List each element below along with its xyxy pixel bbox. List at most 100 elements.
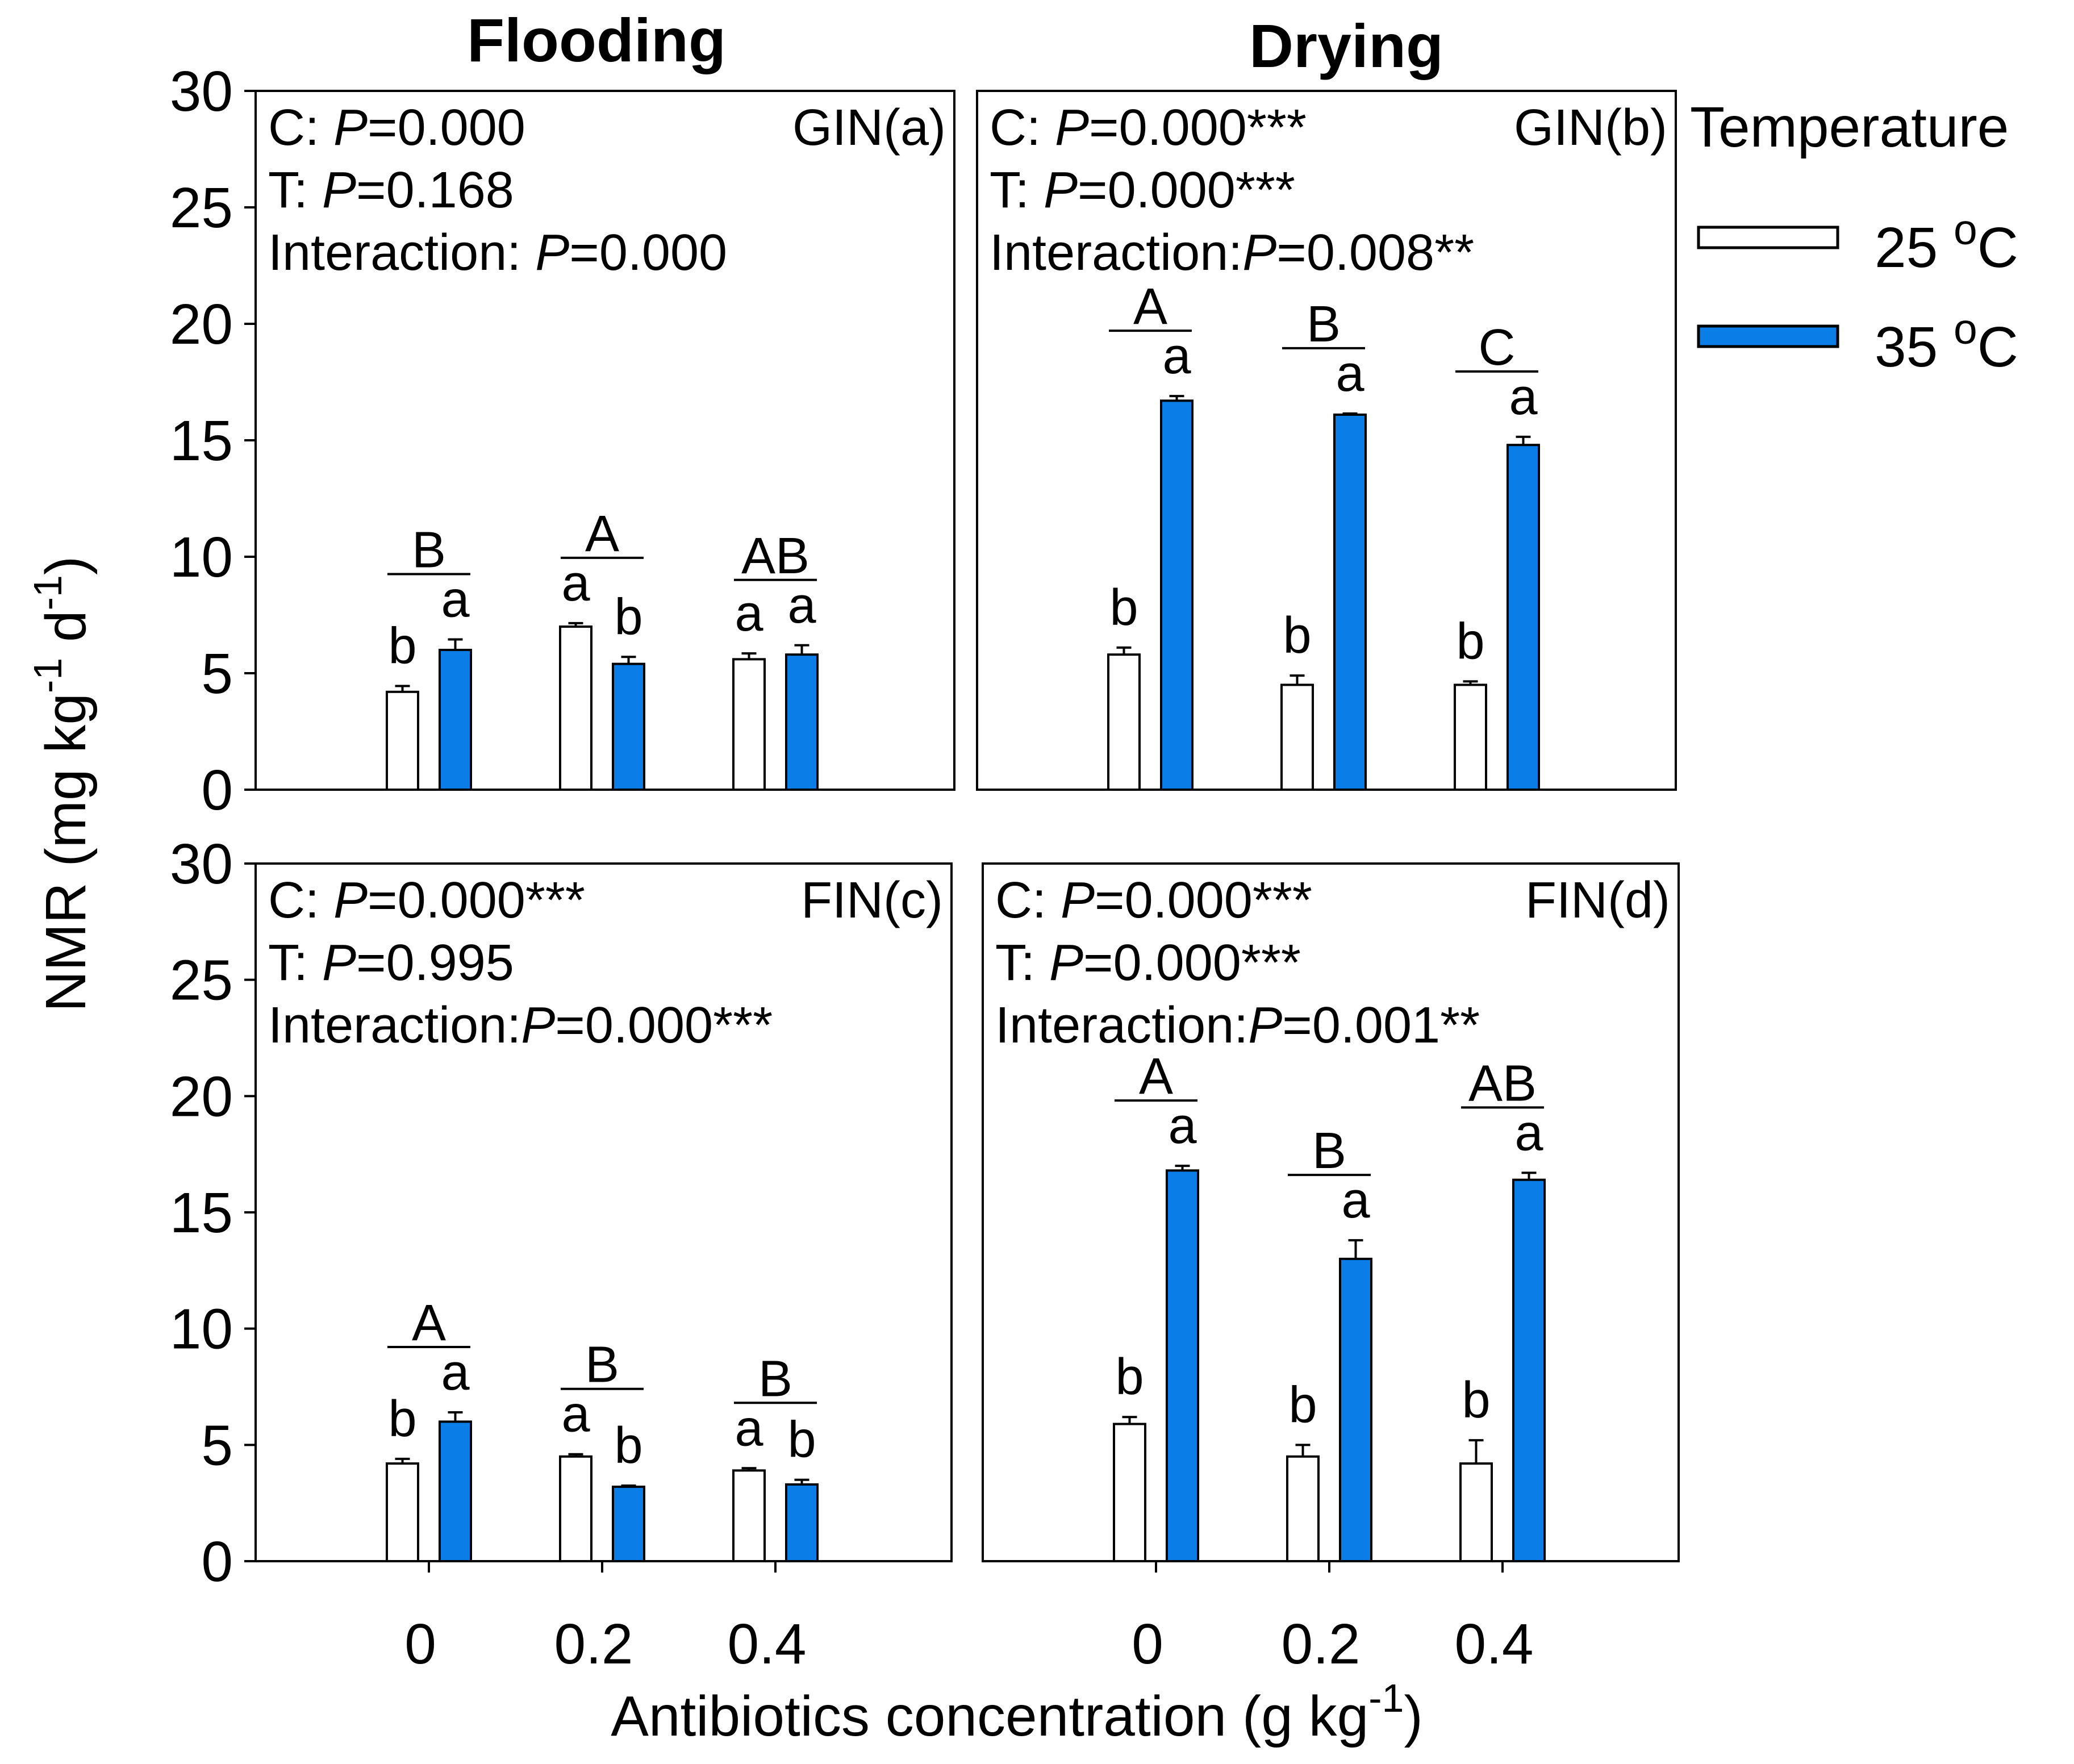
y-tick-label: 15 <box>170 409 233 473</box>
stat-line: T: P=0.995 <box>268 935 514 991</box>
letter-35: a <box>1341 1172 1370 1229</box>
stat-value: =0.001** <box>1282 997 1480 1054</box>
letter-35: b <box>787 1412 816 1469</box>
legend-swatch-35 <box>1697 324 1839 348</box>
group-letter: AB <box>741 528 809 585</box>
letter-25: a <box>735 585 763 642</box>
x-tick-label: 0.4 <box>727 1612 806 1676</box>
legend: Temperature 25 oC 35 oC <box>1690 95 2018 379</box>
letter-35: a <box>1336 345 1364 402</box>
bar-35 <box>439 1420 472 1562</box>
legend-label-35-unit: C <box>1977 315 2018 379</box>
y-axis-label-mid: d <box>34 610 98 657</box>
stat-value: =0.000*** <box>555 997 773 1054</box>
stat-p: P <box>1044 162 1078 219</box>
y-tick-label: 10 <box>170 526 233 589</box>
legend-label-35-value: 35 <box>1875 315 1954 379</box>
bar-35 <box>1333 413 1367 791</box>
bar-35 <box>1507 444 1540 791</box>
letter-25: b <box>1288 1377 1317 1433</box>
letter-25: b <box>388 1391 416 1448</box>
y-tick-label: 20 <box>170 1065 233 1128</box>
stat-p: P <box>322 935 356 991</box>
bar-25 <box>386 690 419 791</box>
stat-value: =0.000*** <box>1078 162 1295 219</box>
y-tick-label: 10 <box>170 1298 233 1361</box>
letter-35: a <box>1514 1104 1543 1161</box>
legend-label-25-unit: C <box>1977 216 2018 280</box>
stat-p: P <box>322 162 356 219</box>
bar-25 <box>559 1455 592 1563</box>
y-axis-label-main: NMR (mg kg <box>34 693 98 1012</box>
stat-prefix: C: <box>990 99 1055 156</box>
x-axis-label-sup: -1 <box>1368 1676 1404 1720</box>
bar-35 <box>785 653 819 791</box>
group-letter: A <box>1133 278 1167 335</box>
group-letter: A <box>1139 1048 1173 1105</box>
y-tick-label: 25 <box>170 949 233 1012</box>
bar-25 <box>386 1462 419 1563</box>
stat-p: P <box>1055 99 1089 156</box>
stat-value: =0.000*** <box>1083 935 1301 991</box>
legend-swatch-25 <box>1697 226 1839 249</box>
legend-label-35-degree: o <box>1954 305 1977 353</box>
legend-label-25: 25 oC <box>1875 206 2018 280</box>
y-tick-label: 30 <box>170 832 233 896</box>
y-tick-label: 25 <box>170 176 233 240</box>
x-tick-label: 0.2 <box>554 1612 633 1676</box>
bar-25 <box>732 658 766 791</box>
bar-25 <box>1459 1462 1493 1563</box>
y-tick-label: 0 <box>201 758 233 822</box>
stat-line: Interaction: P=0.000 <box>268 224 727 281</box>
panel-frame <box>982 862 1680 1562</box>
stat-line: C: P=0.000*** <box>990 99 1307 156</box>
x-axis-label-end: ) <box>1404 1684 1422 1748</box>
bar-25 <box>1286 1455 1320 1563</box>
stat-value: =0.000 <box>368 99 525 156</box>
letter-25: b <box>1456 613 1484 670</box>
bar-35 <box>785 1483 819 1562</box>
stat-p: P <box>1061 872 1095 929</box>
stat-p: P <box>1049 935 1083 991</box>
letter-25: a <box>561 1386 590 1443</box>
group-letter: B <box>412 522 446 579</box>
stat-line: Interaction:P=0.001** <box>995 997 1480 1054</box>
bar-25 <box>1280 683 1314 791</box>
bar-35 <box>1166 1169 1199 1563</box>
stat-prefix: T: <box>995 935 1049 991</box>
stat-line: Interaction:P=0.008** <box>990 224 1474 281</box>
stat-line: T: P=0.000*** <box>995 935 1301 991</box>
letter-25: b <box>1283 607 1311 664</box>
y-tick-label: 5 <box>201 642 233 706</box>
x-axis-label: Antibiotics concentration (g kg-1) <box>611 1676 1423 1748</box>
stat-prefix: Interaction: <box>268 224 535 281</box>
panel-tag: FIN(c) <box>801 872 943 929</box>
letter-35: a <box>441 1344 470 1401</box>
letter-25: a <box>735 1400 763 1457</box>
panel-tag: FIN(d) <box>1525 872 1670 929</box>
y-tick-label: 20 <box>170 293 233 356</box>
group-letter: B <box>1312 1123 1346 1179</box>
bar-35 <box>612 1486 645 1563</box>
letter-35: b <box>614 589 642 645</box>
y-axis-label-sup1: -1 <box>26 658 70 693</box>
stat-prefix: T: <box>990 162 1044 219</box>
stat-p: P <box>535 224 569 281</box>
stat-value: =0.000*** <box>368 872 585 929</box>
stat-line: C: P=0.000 <box>268 99 525 156</box>
y-tick-label: 15 <box>170 1181 233 1245</box>
letter-35: a <box>1162 328 1191 385</box>
group-letter: B <box>758 1350 792 1407</box>
column-title-drying: Drying <box>1249 11 1443 80</box>
group-letter: A <box>412 1295 446 1352</box>
letter-35: a <box>787 577 816 634</box>
x-tick-label: 0 <box>404 1612 436 1676</box>
group-letter: B <box>585 1337 619 1394</box>
stat-line: T: P=0.000*** <box>990 162 1295 219</box>
bar-35 <box>1160 399 1194 791</box>
x-tick-label: 0.4 <box>1454 1612 1533 1676</box>
letter-35: a <box>441 572 470 628</box>
x-tick-label: 0.2 <box>1281 1612 1360 1676</box>
